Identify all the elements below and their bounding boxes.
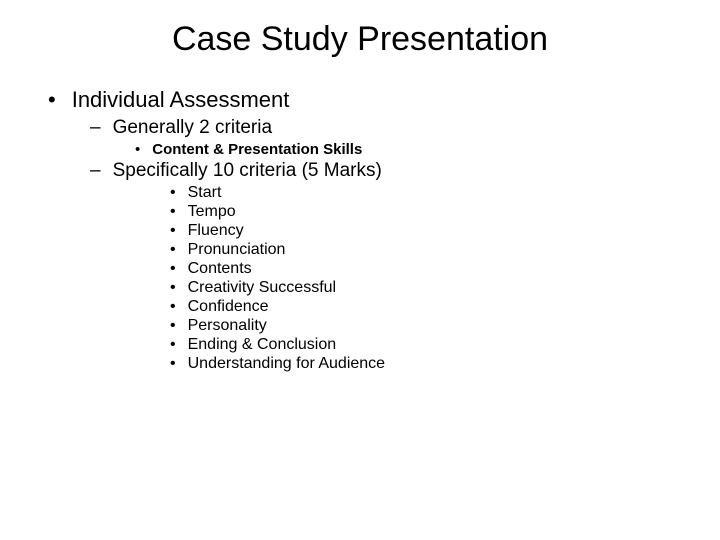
bullet-icon: •: [170, 298, 176, 316]
list-text: Pronunciation: [188, 241, 286, 259]
list-text: Understanding for Audience: [188, 355, 385, 373]
list-text: Fluency: [188, 222, 244, 240]
list-item-level4: • Personality: [170, 317, 690, 335]
list-item-level4: • Confidence: [170, 298, 690, 316]
list-text: Individual Assessment: [72, 87, 290, 113]
list-item-level4: • Fluency: [170, 222, 690, 240]
bullet-icon: •: [170, 184, 176, 202]
list-text: Tempo: [188, 203, 236, 221]
bullet-icon: •: [170, 260, 176, 278]
list-item-level4: • Pronunciation: [170, 241, 690, 259]
list-item-level4: • Tempo: [170, 203, 690, 221]
list-text: Creativity Successful: [188, 279, 337, 297]
bullet-icon: •: [170, 317, 176, 335]
list-text: Specifically 10 criteria (5 Marks): [113, 160, 382, 182]
list-item-level4: • Ending & Conclusion: [170, 336, 690, 354]
bullet-icon: •: [135, 141, 140, 158]
list-item-level1: • Individual Assessment: [48, 87, 690, 113]
list-text: Personality: [188, 317, 267, 335]
bullet-icon: •: [170, 336, 176, 354]
slide-title: Case Study Presentation: [30, 20, 690, 59]
list-item-level2: – Generally 2 criteria: [90, 117, 690, 139]
bullet-icon: •: [170, 222, 176, 240]
bullet-icon: •: [170, 279, 176, 297]
bullet-icon: •: [170, 241, 176, 259]
list-text: Start: [188, 184, 222, 202]
list-item-level4: • Understanding for Audience: [170, 355, 690, 373]
list-item-level4: • Creativity Successful: [170, 279, 690, 297]
list-text: Content & Presentation Skills: [152, 141, 362, 158]
bullet-icon: •: [48, 87, 56, 113]
list-item-level3: • Content & Presentation Skills: [135, 141, 690, 158]
list-item-level4: • Contents: [170, 260, 690, 278]
bullet-icon: •: [170, 203, 176, 221]
list-text: Generally 2 criteria: [113, 117, 272, 139]
list-item-level2: – Specifically 10 criteria (5 Marks): [90, 160, 690, 182]
list-text: Contents: [188, 260, 252, 278]
dash-icon: –: [90, 160, 101, 182]
list-text: Confidence: [188, 298, 269, 316]
list-item-level4: • Start: [170, 184, 690, 202]
bullet-icon: •: [170, 355, 176, 373]
dash-icon: –: [90, 117, 101, 139]
list-text: Ending & Conclusion: [188, 336, 337, 354]
